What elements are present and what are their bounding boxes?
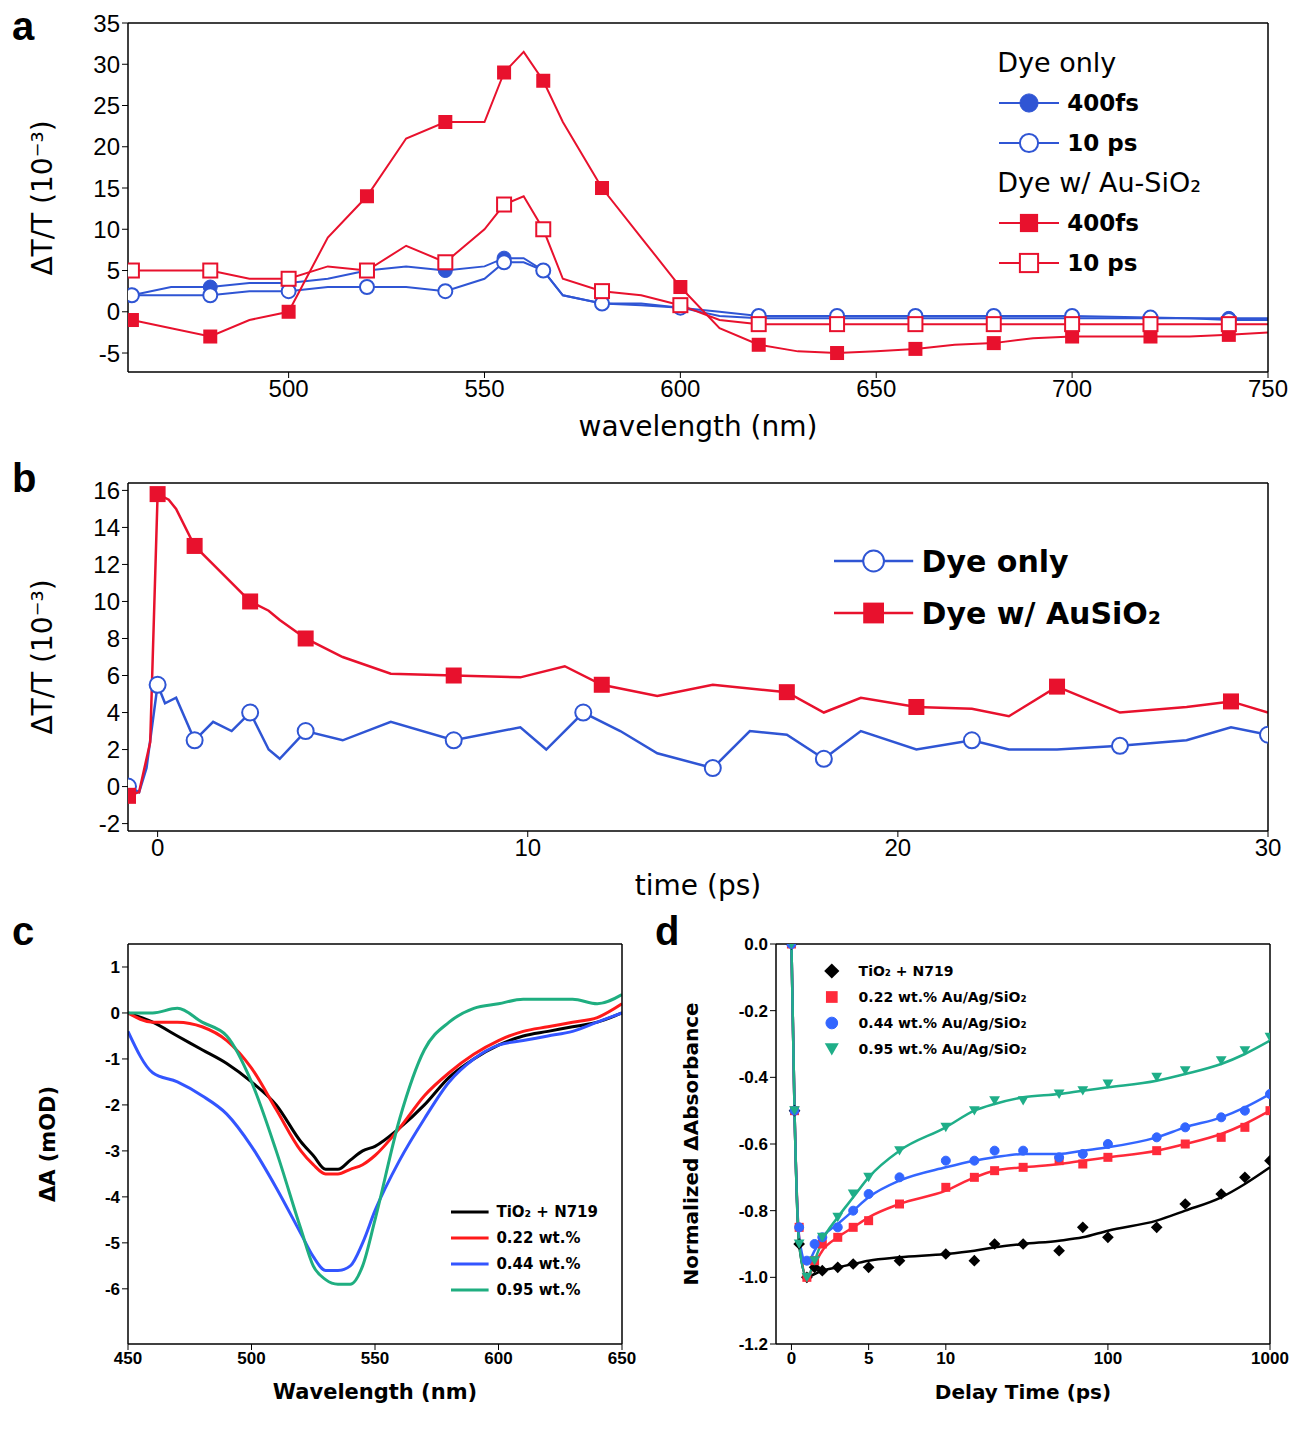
svg-text:0: 0: [107, 298, 120, 325]
svg-text:30: 30: [93, 51, 120, 78]
html-text:Dye only: Dye only: [997, 47, 1117, 78]
html-text:0.44 wt.%: 0.44 wt.%: [496, 1255, 581, 1273]
svg-text:1: 1: [111, 958, 120, 977]
svg-text:-1: -1: [105, 1050, 120, 1069]
svg-text:10: 10: [514, 834, 541, 861]
svg-text:-2: -2: [105, 1096, 120, 1115]
svg-text:-0.6: -0.6: [739, 1135, 768, 1154]
svg-text:450: 450: [114, 1349, 142, 1368]
svg-text:-4: -4: [105, 1188, 121, 1207]
svg-text:15: 15: [93, 175, 120, 202]
svg-text:550: 550: [464, 375, 504, 402]
html-text:TiO₂ + N719: TiO₂ + N719: [858, 963, 954, 979]
svg-text:550: 550: [361, 1349, 389, 1368]
html-text:time (ps): time (ps): [634, 869, 762, 902]
svg-text:-2: -2: [99, 810, 120, 837]
svg-text:30: 30: [1255, 834, 1282, 861]
html-text:Normalized ΔAbsorbance: Normalized ΔAbsorbance: [679, 1002, 703, 1286]
svg-text:5: 5: [864, 1349, 873, 1368]
svg-text:25: 25: [93, 92, 120, 119]
svg-text:1000: 1000: [1251, 1349, 1289, 1368]
svg-text:20: 20: [885, 834, 912, 861]
svg-text:0: 0: [787, 1349, 796, 1368]
svg-text:650: 650: [856, 375, 896, 402]
html-text:a: a: [12, 4, 35, 48]
html-text:Dye w/ AuSiO₂: Dye w/ AuSiO₂: [921, 595, 1161, 631]
svg-text:5: 5: [107, 257, 120, 284]
html-text:Delay Time (ps): Delay Time (ps): [934, 1380, 1112, 1404]
html-text:Dye w/ Au-SiO₂: Dye w/ Au-SiO₂: [997, 167, 1201, 198]
html-text:TiO₂ + N719: TiO₂ + N719: [496, 1203, 598, 1221]
html-text:0.22 wt.%: 0.22 wt.%: [496, 1229, 581, 1247]
svg-text:8: 8: [107, 625, 120, 652]
svg-text:-5: -5: [99, 340, 120, 367]
html-text:400fs: 400fs: [1067, 90, 1139, 116]
svg-text:-0.8: -0.8: [739, 1202, 768, 1221]
svg-text:700: 700: [1052, 375, 1092, 402]
html-text:10 ps: 10 ps: [1067, 250, 1138, 276]
svg-text:500: 500: [237, 1349, 265, 1368]
html-text:10 ps: 10 ps: [1067, 130, 1138, 156]
svg-text:20: 20: [93, 133, 120, 160]
svg-text:4: 4: [107, 699, 120, 726]
svg-text:600: 600: [660, 375, 700, 402]
html-text:0.22 wt.% Au/Ag/SiO₂: 0.22 wt.% Au/Ag/SiO₂: [858, 989, 1027, 1005]
svg-text:10: 10: [93, 216, 120, 243]
svg-text:2: 2: [107, 736, 120, 763]
svg-text:-3: -3: [105, 1142, 120, 1161]
svg-text:-0.2: -0.2: [739, 1002, 768, 1021]
svg-text:10: 10: [936, 1349, 955, 1368]
svg-text:100: 100: [1094, 1349, 1122, 1368]
svg-text:-6: -6: [105, 1280, 120, 1299]
svg-text:650: 650: [608, 1349, 636, 1368]
html-text:400fs: 400fs: [1067, 210, 1139, 236]
html-text:b: b: [12, 456, 37, 500]
html-text:0.44 wt.% Au/Ag/SiO₂: 0.44 wt.% Au/Ag/SiO₂: [858, 1015, 1027, 1031]
svg-text:16: 16: [93, 477, 120, 504]
svg-text:12: 12: [93, 551, 120, 578]
svg-text:35: 35: [93, 10, 120, 37]
svg-text:-0.4: -0.4: [739, 1068, 769, 1087]
svg-text:-1.0: -1.0: [739, 1268, 768, 1287]
html-text:wavelength (nm): wavelength (nm): [578, 410, 818, 443]
svg-text:0: 0: [107, 773, 120, 800]
html-text:ΔA (mOD): ΔA (mOD): [36, 1085, 60, 1203]
svg-text:-1.2: -1.2: [739, 1335, 768, 1354]
html-text:d: d: [655, 909, 680, 953]
svg-text:0.0: 0.0: [744, 935, 768, 954]
svg-text:14: 14: [93, 514, 120, 541]
html-text:Wavelength (nm): Wavelength (nm): [272, 1380, 478, 1404]
html-text:ΔT/T (10⁻³): ΔT/T (10⁻³): [25, 119, 59, 276]
html-text:0.95 wt.% Au/Ag/SiO₂: 0.95 wt.% Au/Ag/SiO₂: [858, 1041, 1027, 1057]
svg-text:0: 0: [151, 834, 164, 861]
svg-text:0: 0: [111, 1004, 120, 1023]
svg-text:6: 6: [107, 662, 120, 689]
html-text:ΔT/T (10⁻³): ΔT/T (10⁻³): [25, 579, 59, 735]
html-text:0.95 wt.%: 0.95 wt.%: [496, 1281, 581, 1299]
svg-text:-5: -5: [105, 1234, 120, 1253]
html-text:c: c: [12, 909, 35, 953]
svg-text:750: 750: [1248, 375, 1288, 402]
svg-text:600: 600: [484, 1349, 512, 1368]
svg-text:500: 500: [269, 375, 309, 402]
svg-text:10: 10: [93, 588, 120, 615]
html-text:Dye only: Dye only: [921, 543, 1069, 579]
